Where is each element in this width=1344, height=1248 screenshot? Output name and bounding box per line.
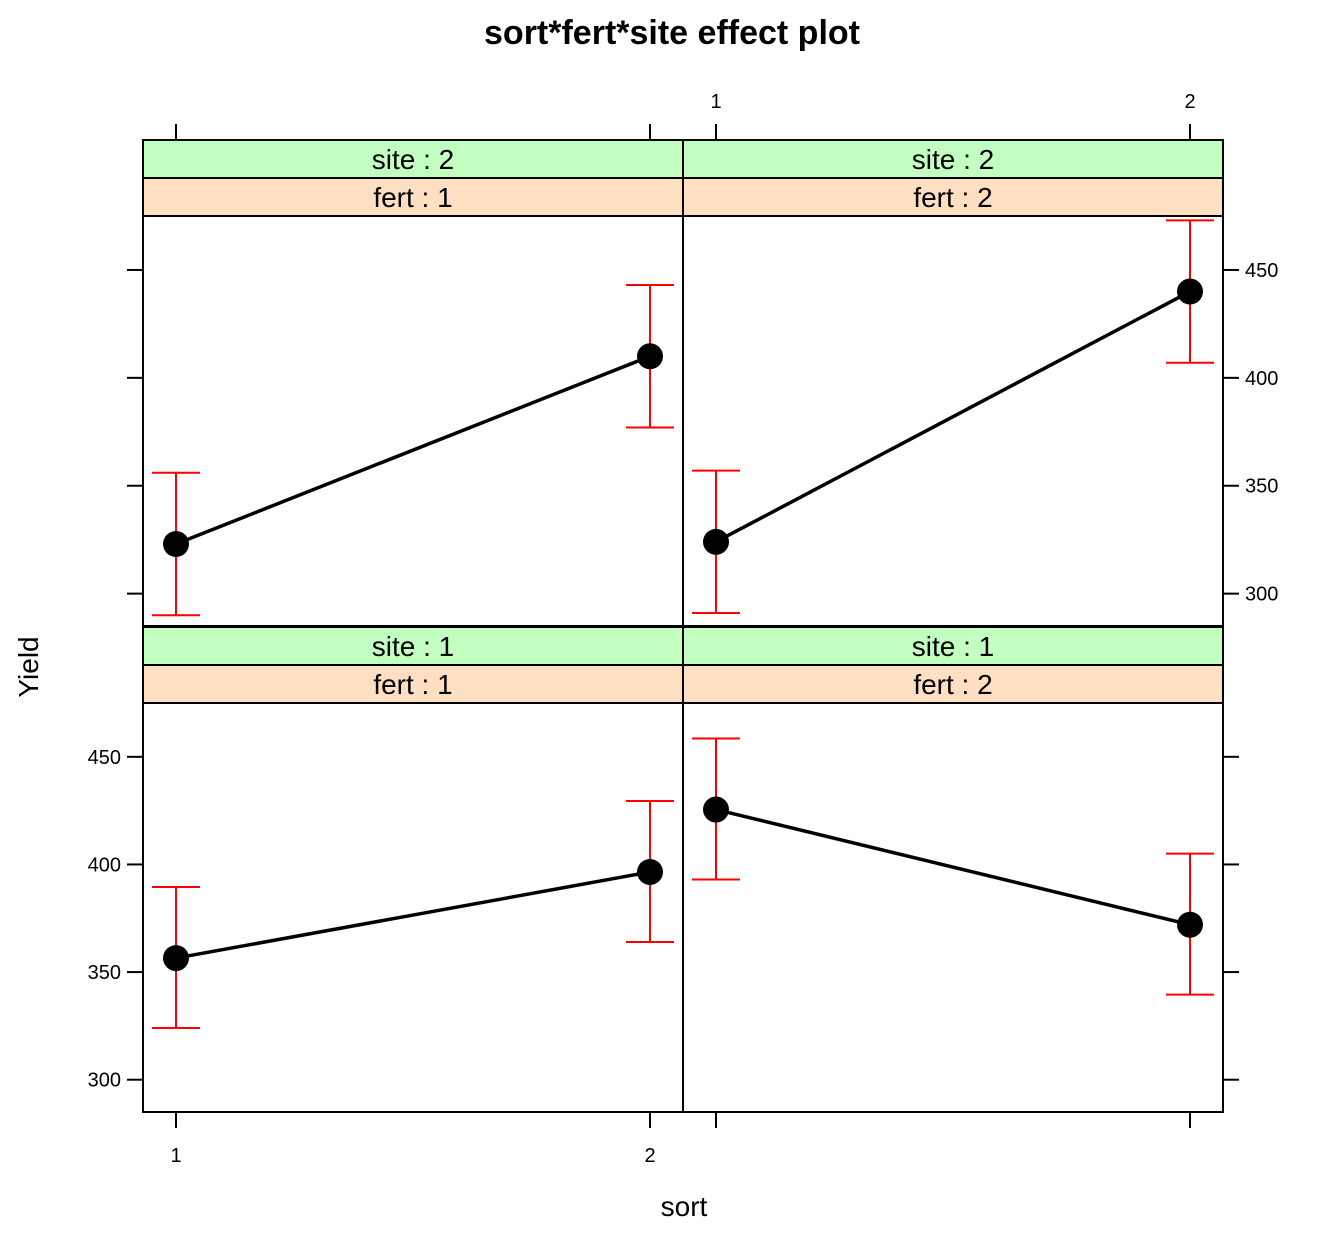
panel-1-series-line [175, 354, 651, 546]
panel-4-frame [682, 702, 1224, 1113]
panel-3-point-1 [163, 945, 189, 972]
panel-2-strip-fert-label: fert : 2 [913, 182, 992, 213]
panel-2-frame [682, 215, 1224, 627]
panel-1-strip-fert-label: fert : 1 [373, 182, 452, 213]
panel-3-strip-fert-label: fert : 1 [373, 669, 452, 700]
x-tick-label-top-2: 2 [1184, 91, 1195, 113]
y-tick-label-left-350: 350 [88, 962, 121, 984]
y-axis-label: Yield [13, 636, 44, 697]
x-tick-label-bottom-1: 1 [170, 1145, 181, 1167]
panel-2-point-2 [1177, 278, 1203, 305]
panel-1-strip-fert [142, 177, 684, 217]
y-tick-label-left-450: 450 [88, 747, 121, 769]
panel-4-strip-fert-label: fert : 2 [913, 669, 992, 700]
y-tick-label-right-400: 400 [1245, 368, 1278, 390]
chart-title: sort*fert*site effect plot [484, 14, 860, 52]
panel-1-strip-site-label: site : 2 [372, 144, 454, 175]
panel-3-series-line [175, 870, 651, 960]
panel-1-strip-site [142, 139, 684, 179]
panel-3-frame [142, 702, 684, 1113]
x-tick-label-top-1: 1 [710, 91, 721, 113]
panel-1-frame [142, 215, 684, 627]
panel-4-point-2 [1177, 911, 1203, 938]
panel-4-strip-site-label: site : 1 [912, 631, 994, 662]
panel-2-series-line [715, 289, 1191, 544]
x-tick-label-bottom-2: 2 [644, 1145, 655, 1167]
y-tick-label-right-450: 450 [1245, 260, 1278, 282]
y-tick-label-left-300: 300 [88, 1070, 121, 1092]
y-tick-label-right-300: 300 [1245, 584, 1278, 606]
panel-3-strip-site-label: site : 1 [372, 631, 454, 662]
y-tick-label-right-350: 350 [1245, 476, 1278, 498]
panel-4-point-1 [703, 796, 729, 823]
panel-1-point-2 [637, 343, 663, 370]
panel-4-strip-fert [682, 664, 1224, 704]
panel-1-point-1 [163, 531, 189, 557]
x-axis-label: sort [661, 1191, 708, 1222]
panel-2-strip-site [682, 139, 1224, 179]
panel-2-strip-site-label: site : 2 [912, 144, 994, 175]
panel-4-strip-site [682, 626, 1224, 666]
y-tick-label-left-400: 400 [88, 854, 121, 876]
panel-4-series-line [715, 807, 1191, 927]
panels-layer: site : 2 fert : 1 site : 2 fert : 2 site : 1… [88, 91, 1279, 1167]
panel-3-point-2 [637, 858, 663, 885]
panel-2-point-1 [703, 528, 729, 555]
